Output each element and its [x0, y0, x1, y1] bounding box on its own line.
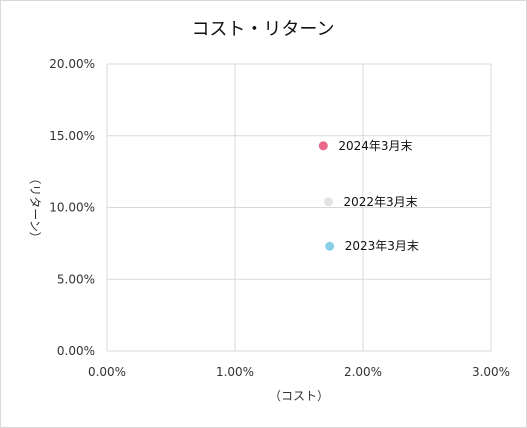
data-label-1: 2022年3月末: [343, 195, 417, 209]
gridlines: [106, 63, 492, 352]
x-tick-label: 2.00%: [344, 365, 382, 379]
data-label-0: 2024年3月末: [338, 139, 412, 153]
data-point-1: [323, 197, 333, 207]
data-point-2: [325, 241, 335, 251]
y-axis-label: （リターン）: [28, 172, 42, 243]
y-tick-label: 0.00%: [57, 344, 95, 358]
y-tick-label: 15.00%: [49, 129, 95, 143]
x-axis-label: （コスト）: [269, 389, 329, 403]
y-tick-label: 5.00%: [57, 272, 95, 286]
data-points: 2024年3月末 2022年3月末 2023年3月末: [318, 139, 419, 253]
chart-title: コスト・リターン: [191, 19, 334, 40]
y-axis-ticks: 0.00% 5.00% 10.00% 15.00% 20.00%: [49, 57, 95, 358]
data-label-2: 2023年3月末: [345, 239, 419, 253]
data-point-0: [318, 141, 328, 151]
y-tick-label: 20.00%: [49, 57, 95, 71]
x-axis-ticks: 0.00% 1.00% 2.00% 3.00%: [88, 365, 510, 379]
x-tick-label: 0.00%: [88, 365, 126, 379]
x-tick-label: 3.00%: [472, 365, 510, 379]
y-tick-label: 10.00%: [49, 201, 95, 215]
x-tick-label: 1.00%: [216, 365, 254, 379]
